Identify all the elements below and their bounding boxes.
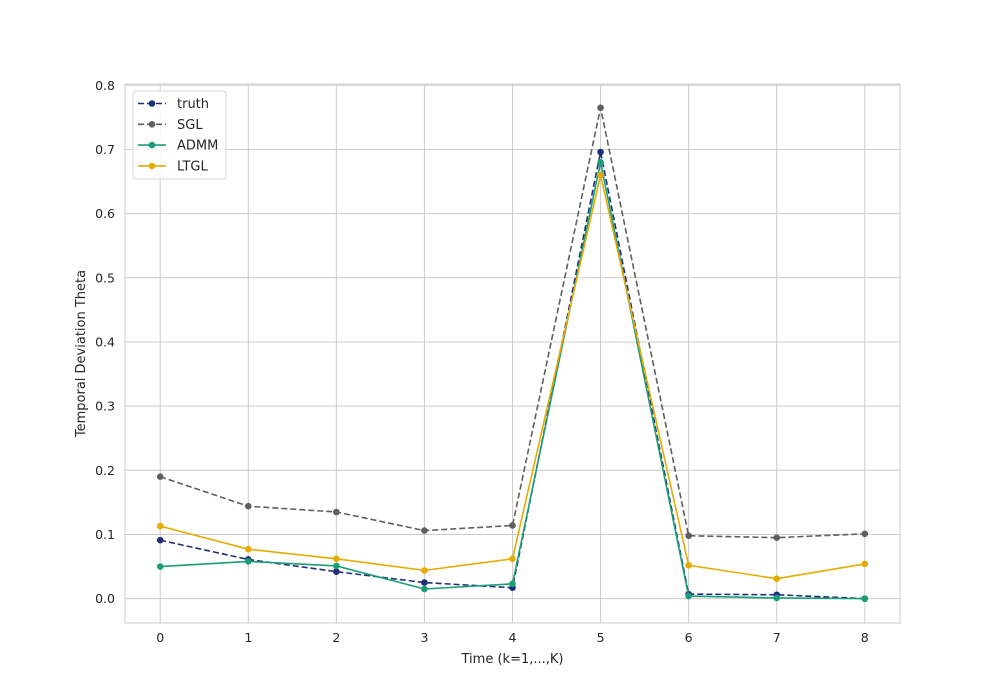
data-point (685, 532, 692, 540)
data-point (421, 567, 428, 574)
y-tick-label: 0.2 (95, 463, 115, 478)
y-axis-label: Temporal Deviation Theta (74, 270, 89, 438)
data-point (421, 579, 428, 586)
x-tick-label: 3 (420, 630, 428, 645)
y-tick-label: 0.4 (95, 334, 115, 349)
legend-item: SGL (138, 118, 203, 133)
data-point (333, 562, 340, 570)
y-tick-label: 0.5 (95, 270, 115, 285)
data-point (509, 555, 516, 563)
data-point (773, 594, 781, 602)
x-tick-label: 7 (773, 630, 781, 645)
y-axis-ticks: 0.0 0.1 0.2 0.3 0.4 0.5 0.6 0.7 0.8 (95, 78, 115, 606)
x-axis-label: Time (k=1,...,K) (461, 652, 564, 667)
y-tick-label: 0.8 (95, 78, 115, 93)
legend-label: LTGL (177, 159, 208, 174)
data-point (773, 575, 781, 583)
data-point (685, 592, 692, 600)
data-point (244, 558, 252, 565)
plot-frame (124, 83, 901, 624)
data-point (861, 595, 869, 602)
data-point (509, 522, 516, 529)
y-tick-label: 0.7 (95, 142, 115, 157)
series-line (159, 106, 865, 539)
legend-marker (148, 100, 156, 107)
series-admm (156, 158, 869, 602)
data-point (333, 508, 340, 516)
data-point (597, 158, 604, 166)
legend-marker (148, 162, 156, 170)
x-axis-ticks: 0 1 2 3 4 5 6 7 8 (156, 630, 869, 645)
data-point (597, 104, 604, 112)
data-point (773, 534, 781, 541)
legend-box (132, 90, 227, 180)
data-point (156, 473, 164, 481)
x-tick-label: 0 (156, 630, 164, 645)
data-point (156, 522, 164, 530)
x-tick-label: 1 (244, 630, 252, 645)
data-point (421, 527, 428, 534)
data-point (244, 502, 252, 510)
data-point (156, 563, 164, 570)
data-point (509, 580, 516, 588)
y-tick-label: 0.0 (95, 591, 115, 606)
legend-item: truth (138, 97, 209, 112)
legend-label: ADMM (177, 139, 218, 154)
data-point (861, 560, 869, 568)
y-tick-label: 0.1 (95, 527, 115, 542)
legend-item: LTGL (138, 159, 208, 174)
data-point (861, 530, 869, 538)
data-point (597, 148, 604, 156)
data-point (333, 555, 340, 563)
x-tick-label: 2 (332, 630, 340, 645)
data-point (244, 545, 252, 553)
legend-item: ADMM (138, 139, 218, 154)
series-layer (156, 104, 869, 602)
data-point (333, 568, 340, 575)
data-point (421, 585, 428, 593)
y-tick-label: 0.3 (95, 399, 115, 414)
series-ltgl (156, 171, 869, 583)
legend-label: truth (177, 97, 209, 112)
x-tick-label: 8 (861, 630, 869, 645)
data-point (156, 536, 164, 544)
series-sgl (156, 104, 869, 541)
legend: truth SGL ADMM LTGL (132, 90, 227, 180)
legend-label: SGL (177, 118, 203, 133)
x-tick-label: 4 (509, 630, 517, 645)
data-point (685, 561, 692, 569)
legend-marker (148, 141, 156, 149)
x-tick-label: 5 (597, 630, 605, 645)
y-tick-label: 0.6 (95, 206, 115, 221)
data-point (597, 171, 604, 179)
legend-marker (148, 121, 156, 128)
x-tick-label: 6 (685, 630, 693, 645)
